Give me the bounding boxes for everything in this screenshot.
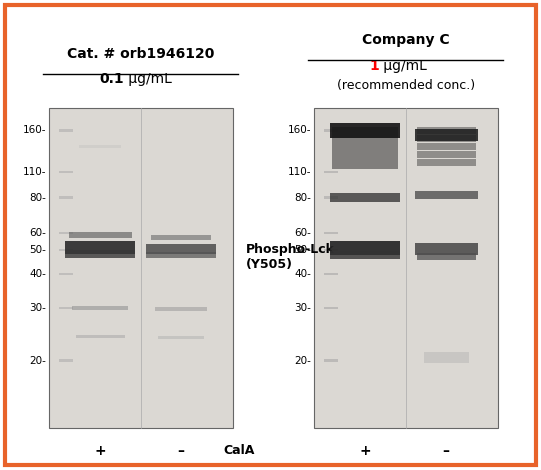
Bar	[417, 253, 476, 260]
Bar	[332, 141, 399, 148]
Text: 1: 1	[369, 59, 379, 73]
Text: 60-: 60-	[294, 228, 311, 238]
Bar	[151, 235, 211, 240]
Text: µg/mL: µg/mL	[379, 59, 426, 73]
Bar	[332, 162, 399, 169]
Bar	[331, 124, 400, 138]
Bar	[146, 252, 216, 258]
Text: 20-: 20-	[29, 356, 46, 366]
Bar	[155, 307, 207, 311]
Bar	[60, 232, 72, 234]
Bar	[146, 244, 216, 254]
Bar	[417, 151, 476, 158]
Bar	[65, 241, 135, 254]
Bar	[332, 155, 399, 162]
Text: 80-: 80-	[294, 193, 311, 203]
Bar	[331, 193, 400, 202]
Text: –: –	[443, 444, 450, 458]
Text: Phospho-Lck
(Y505): Phospho-Lck (Y505)	[246, 243, 335, 271]
Text: 20-: 20-	[294, 356, 311, 366]
Bar	[417, 127, 476, 134]
Bar	[325, 171, 338, 173]
Text: 160-: 160-	[288, 125, 311, 135]
Bar	[49, 108, 233, 428]
Text: 0.1: 0.1	[100, 71, 124, 86]
Bar	[60, 129, 72, 132]
Bar	[332, 148, 399, 155]
Text: µg/mL: µg/mL	[124, 71, 172, 86]
Bar	[314, 108, 498, 428]
Bar	[332, 134, 399, 141]
Bar	[79, 145, 121, 149]
Bar	[325, 273, 338, 275]
Bar	[60, 171, 72, 173]
Text: 30-: 30-	[294, 303, 311, 313]
Bar	[76, 335, 124, 338]
Text: 40-: 40-	[294, 269, 311, 279]
Bar	[60, 196, 72, 199]
Text: 40-: 40-	[29, 269, 46, 279]
Text: Company C: Company C	[362, 33, 450, 47]
Bar	[60, 360, 72, 362]
Bar	[325, 360, 338, 362]
Bar	[331, 251, 400, 259]
Text: +: +	[359, 444, 371, 458]
Bar	[65, 250, 135, 258]
Text: 50-: 50-	[294, 245, 311, 255]
Bar	[325, 307, 338, 309]
Text: +: +	[94, 444, 106, 458]
Bar	[417, 135, 476, 142]
Bar	[325, 196, 338, 199]
Bar	[417, 159, 476, 166]
Bar	[332, 127, 399, 134]
Text: –: –	[177, 444, 184, 458]
Bar	[417, 143, 476, 150]
Text: 50-: 50-	[29, 245, 46, 255]
Text: 110-: 110-	[288, 167, 311, 177]
Bar	[72, 306, 128, 310]
Bar	[69, 233, 131, 238]
Bar	[331, 241, 400, 255]
Text: 60-: 60-	[29, 228, 46, 238]
Bar	[415, 191, 478, 199]
Bar	[325, 232, 338, 234]
Bar	[415, 129, 478, 141]
Bar	[325, 129, 338, 132]
Text: (recommended conc.): (recommended conc.)	[337, 78, 475, 92]
Bar	[325, 249, 338, 251]
Bar	[415, 243, 478, 255]
Bar	[60, 273, 72, 275]
Text: 30-: 30-	[29, 303, 46, 313]
Text: CalA: CalA	[223, 444, 255, 457]
Text: 160-: 160-	[23, 125, 46, 135]
Bar	[159, 336, 204, 339]
Text: Cat. # orb1946120: Cat. # orb1946120	[67, 47, 214, 61]
Text: 80-: 80-	[29, 193, 46, 203]
Bar	[60, 307, 72, 309]
Bar	[424, 352, 469, 363]
Text: 110-: 110-	[23, 167, 46, 177]
Bar	[60, 249, 72, 251]
